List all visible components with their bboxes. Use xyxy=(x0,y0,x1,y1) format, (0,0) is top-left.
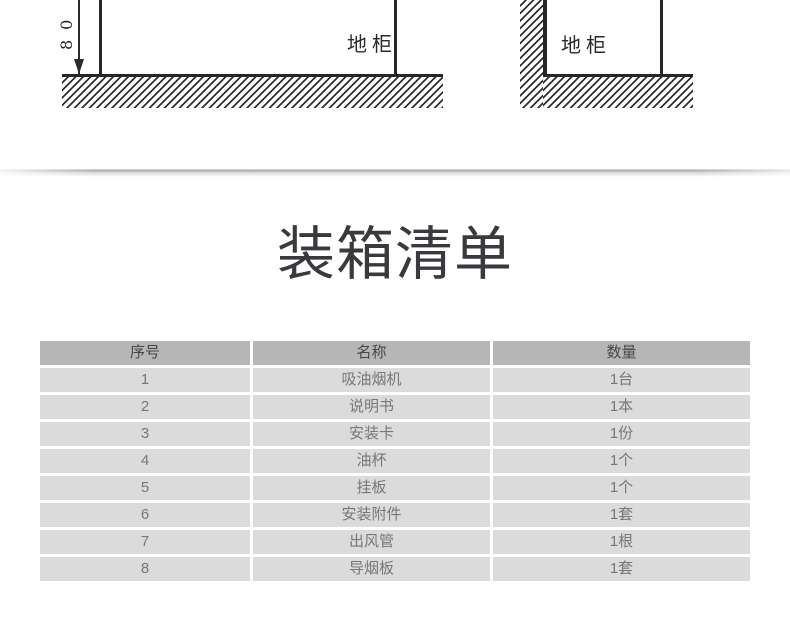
table-row: 3 安装卡 1份 xyxy=(40,422,750,446)
table-row: 1 吸油烟机 1台 xyxy=(40,368,750,392)
cell-no: 2 xyxy=(140,398,150,415)
cell-qty: 1台 xyxy=(490,368,750,392)
cell-name: 安装卡 xyxy=(250,422,490,446)
cell-name: 导烟板 xyxy=(250,557,490,581)
left-cabinet-label: 地柜 xyxy=(347,32,397,56)
cell-qty: 1本 xyxy=(490,395,750,419)
dimension-line xyxy=(78,0,80,74)
dimension-arrow-down-icon xyxy=(74,59,84,74)
cell-qty: 1套 xyxy=(490,557,750,581)
cell-no: 3 xyxy=(140,425,150,442)
right-floor-hatch xyxy=(543,74,693,108)
cell-name: 挂板 xyxy=(250,476,490,500)
table-row: 8 导烟板 1套 xyxy=(40,557,750,581)
cell-qty: 1个 xyxy=(490,476,750,500)
cell-name: 出风管 xyxy=(250,530,490,554)
left-cabinet-right-edge-line xyxy=(394,0,397,77)
page-break-shadow xyxy=(0,169,790,177)
cell-name: 油杯 xyxy=(250,449,490,473)
right-cabinet-left-edge-line xyxy=(543,0,547,78)
cell-qty: 1根 xyxy=(490,530,750,554)
installation-diagrams: 80 地柜 地柜 xyxy=(0,0,790,170)
cell-no: 7 xyxy=(140,533,150,550)
cell-no: 1 xyxy=(140,371,150,388)
column-header-no: 序号 xyxy=(129,344,160,361)
packing-list-table: 序号 名称 数量 1 吸油烟机 1台 2 说明书 1本 3 安装卡 1份 4 油… xyxy=(40,341,750,581)
table-row: 4 油杯 1个 xyxy=(40,449,750,473)
table-header-row: 序号 名称 数量 xyxy=(40,341,750,365)
right-cabinet-label: 地柜 xyxy=(561,33,611,57)
page-title: 装箱清单 xyxy=(276,222,513,287)
table-row: 2 说明书 1本 xyxy=(40,395,750,419)
table-row: 7 出风管 1根 xyxy=(40,530,750,554)
table-row: 5 挂板 1个 xyxy=(40,476,750,500)
left-cabinet-left-edge-line xyxy=(99,0,102,77)
cell-no: 5 xyxy=(140,479,150,496)
right-cabinet-right-edge-line xyxy=(660,0,663,77)
column-header-qty: 数量 xyxy=(490,341,750,365)
cell-no: 6 xyxy=(140,506,150,523)
cell-name: 吸油烟机 xyxy=(250,368,490,392)
right-wall-hatch xyxy=(520,0,543,108)
cell-qty: 1份 xyxy=(490,422,750,446)
cell-name: 安装附件 xyxy=(250,503,490,527)
column-header-name: 名称 xyxy=(250,341,490,365)
table-row: 6 安装附件 1套 xyxy=(40,503,750,527)
cell-no: 4 xyxy=(140,452,150,469)
cell-no: 8 xyxy=(140,560,150,577)
cell-qty: 1个 xyxy=(490,449,750,473)
cell-qty: 1套 xyxy=(490,503,750,527)
dimension-label: 80 xyxy=(57,9,76,50)
left-floor-hatch xyxy=(62,74,443,108)
cell-name: 说明书 xyxy=(250,395,490,419)
